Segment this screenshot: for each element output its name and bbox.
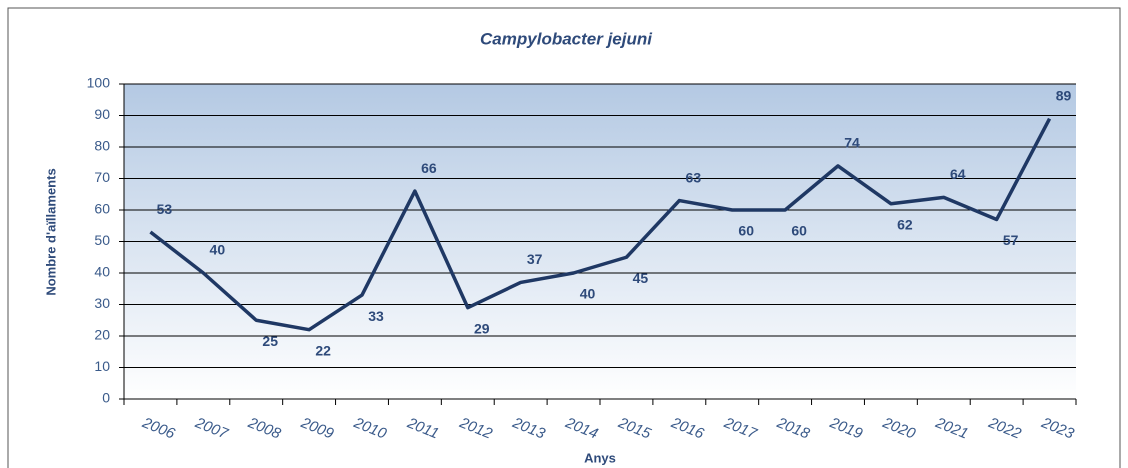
data-label: 66 — [421, 160, 437, 176]
data-label: 40 — [210, 242, 226, 258]
y-tick-label: 30 — [94, 295, 110, 311]
data-label: 45 — [633, 270, 649, 286]
data-label: 29 — [474, 320, 490, 336]
x-tick-label: 2007 — [192, 414, 231, 443]
x-tick-label: 2012 — [456, 414, 495, 443]
data-label: 53 — [157, 201, 173, 217]
x-tick-label: 2014 — [562, 414, 600, 443]
x-tick-label: 2009 — [298, 414, 337, 443]
x-tick-label: 2018 — [774, 414, 813, 443]
frame — [7, 7, 1121, 468]
data-label: 60 — [738, 223, 754, 239]
data-label: 64 — [950, 166, 966, 182]
data-label: 74 — [844, 135, 860, 151]
x-tick-label: 2010 — [351, 414, 390, 443]
data-label: 89 — [1056, 87, 1072, 103]
x-tick-label: 2006 — [139, 414, 178, 443]
y-tick-label: 100 — [87, 75, 111, 91]
y-tick-label: 0 — [102, 390, 110, 406]
x-tick-label: 2017 — [721, 414, 760, 443]
data-label: 60 — [791, 223, 807, 239]
y-tick-label: 10 — [94, 358, 110, 374]
x-tick-label: 2016 — [668, 414, 707, 443]
y-tick-label: 50 — [94, 232, 110, 248]
x-tick-label: 2019 — [827, 414, 866, 443]
y-tick-label: 80 — [94, 138, 110, 154]
data-label: 57 — [1003, 232, 1019, 248]
y-tick-label: 20 — [94, 327, 110, 343]
y-tick-label: 70 — [94, 169, 110, 185]
chart-title: Campylobacter jejuni — [480, 29, 653, 48]
y-tick-label: 60 — [94, 201, 110, 217]
data-label: 63 — [686, 169, 702, 185]
data-label: 40 — [580, 286, 596, 302]
y-axis-label: Nombre d'aïllaments — [43, 168, 58, 295]
x-tick-label: 2021 — [932, 414, 970, 443]
data-label: 62 — [897, 216, 913, 232]
x-tick-label: 2015 — [615, 414, 654, 443]
y-tick-label: 90 — [94, 106, 110, 122]
x-tick-label: 2023 — [1038, 414, 1077, 443]
data-label: 37 — [527, 251, 543, 267]
x-tick-label: 2020 — [880, 414, 919, 443]
data-label: 33 — [368, 308, 384, 324]
x-tick-label: 2008 — [245, 414, 284, 443]
data-line — [149, 117, 1052, 332]
data-label: 22 — [315, 342, 331, 358]
x-tick-label: 2013 — [509, 414, 548, 443]
y-tick-label: 40 — [94, 264, 110, 280]
data-label: 25 — [262, 333, 278, 349]
x-tick-label: 2022 — [985, 414, 1024, 443]
x-axis-label: Anys — [584, 450, 616, 465]
x-tick-label: 2011 — [404, 414, 441, 442]
